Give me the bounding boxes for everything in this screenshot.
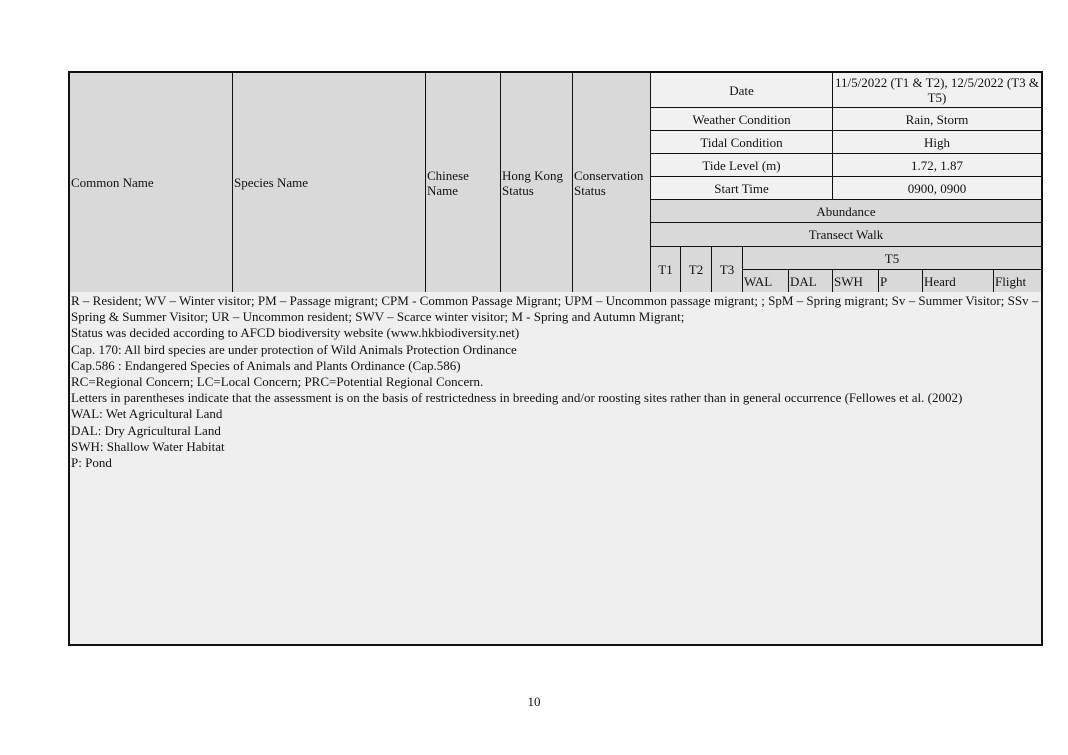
- note-cap586: Cap.586 : Endangered Species of Animals …: [71, 357, 461, 373]
- header-hk-status: Hong Kong Status: [500, 72, 573, 293]
- start-time-value: 0900, 0900: [832, 176, 1042, 200]
- date-value: 11/5/2022 (T1 & T2), 12/5/2022 (T3 & T5): [832, 72, 1042, 108]
- start-time-label: Start Time: [650, 176, 833, 200]
- header-conservation-status: Conservation Status: [572, 72, 651, 293]
- transect-t1: T1: [650, 246, 681, 293]
- t5-swh: SWH: [832, 269, 879, 293]
- header-common-name: Common Name: [69, 72, 233, 293]
- note-pond: P: Pond: [71, 455, 112, 471]
- transect-t2: T2: [680, 246, 712, 293]
- tidal-condition-label: Tidal Condition: [650, 130, 833, 154]
- weather-label: Weather Condition: [650, 107, 833, 131]
- header-chinese-name: Chinese Name: [425, 72, 501, 293]
- weather-value: Rain, Storm: [832, 107, 1042, 131]
- note-concern-legend: RC=Regional Concern; LC=Local Concern; P…: [71, 374, 484, 390]
- t5-pond: P: [878, 269, 923, 293]
- table-notes: R – Resident; WV – Winter visitor; PM – …: [69, 292, 1042, 645]
- header-species-name: Species Name: [232, 72, 426, 293]
- note-status-legend: R – Resident; WV – Winter visitor; PM – …: [71, 293, 1039, 325]
- date-label: Date: [650, 72, 833, 108]
- note-cap170: Cap. 170: All bird species are under pro…: [71, 341, 517, 357]
- note-status-source: Status was decided according to AFCD bio…: [71, 325, 520, 341]
- note-swh: SWH: Shallow Water Habitat: [71, 438, 225, 454]
- transect-walk-header: Transect Walk: [650, 222, 1042, 247]
- transect-t5: T5: [742, 246, 1042, 270]
- abundance-header: Abundance: [650, 199, 1042, 223]
- transect-t3: T3: [711, 246, 743, 293]
- t5-flight: Flight: [993, 269, 1042, 293]
- t5-wal: WAL: [742, 269, 789, 293]
- page-number: 10: [527, 694, 541, 709]
- note-dal: DAL: Dry Agricultural Land: [71, 422, 221, 438]
- note-wal: WAL: Wet Agricultural Land: [71, 406, 223, 422]
- note-parentheses: Letters in parentheses indicate that the…: [71, 390, 963, 406]
- t5-heard: Heard: [922, 269, 994, 293]
- tidal-condition-value: High: [832, 130, 1042, 154]
- tide-level-label: Tide Level (m): [650, 153, 833, 177]
- t5-dal: DAL: [788, 269, 833, 293]
- tide-level-value: 1.72, 1.87: [832, 153, 1042, 177]
